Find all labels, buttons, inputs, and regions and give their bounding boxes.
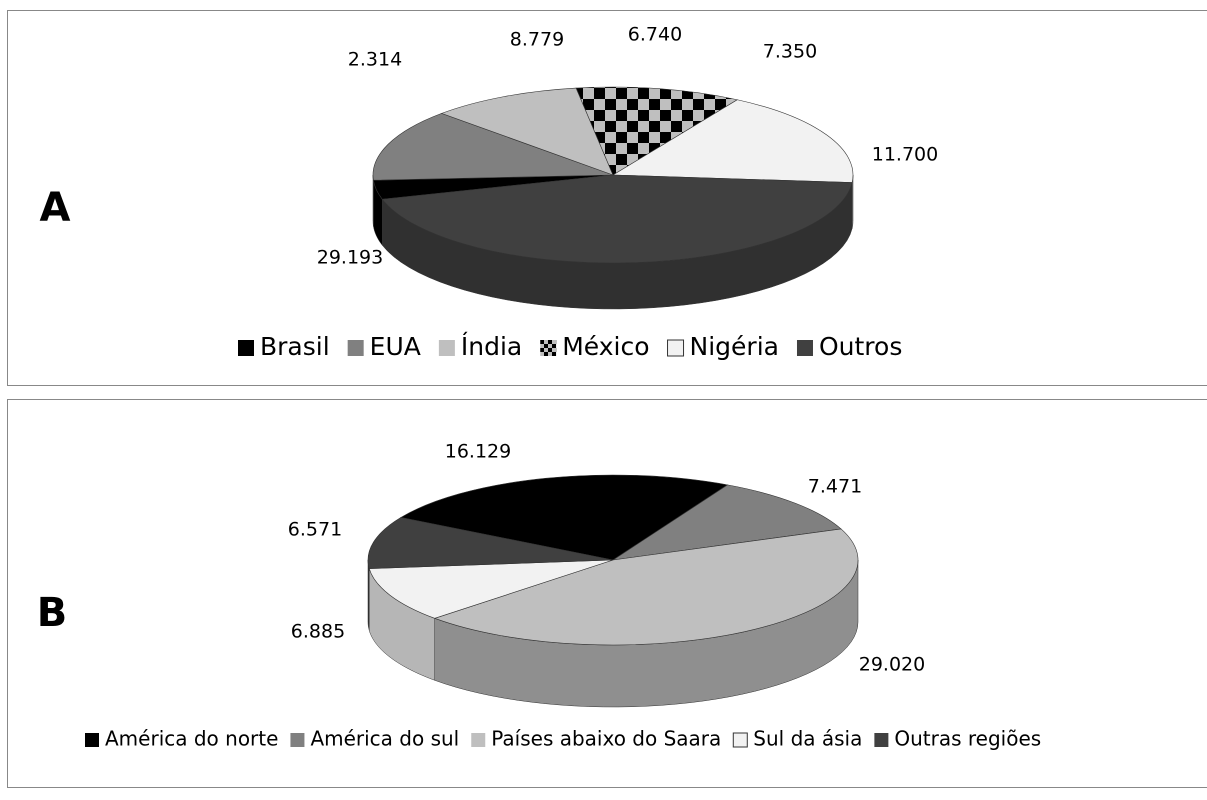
value-label: 16.129 (445, 441, 511, 463)
slice (440, 87, 614, 176)
legend-label: América do sul (310, 727, 459, 751)
legend-label: Outras regiões (894, 727, 1041, 751)
value-label: 8.779 (510, 29, 564, 51)
value-label: 7.471 (808, 476, 862, 498)
legend-label: Brasil (260, 332, 330, 361)
slice (368, 559, 614, 619)
legend-swatch (471, 733, 486, 747)
legend-swatch (796, 340, 813, 356)
value-label: 6.571 (288, 519, 342, 541)
value-label: 2.314 (348, 49, 402, 71)
panel-frame (7, 399, 1207, 788)
legend-label: Países abaixo do Saara (491, 727, 721, 751)
legend-label: Sul da ásia (753, 727, 862, 751)
legend-swatch (290, 733, 305, 747)
legend-label: México (562, 332, 649, 361)
panel-label: B (37, 590, 68, 636)
legend-swatch (238, 340, 254, 356)
legend-label: América do norte (105, 727, 278, 751)
value-label: 7.350 (763, 41, 817, 63)
panel-frame (7, 10, 1207, 386)
legend-swatch (732, 732, 748, 748)
slice (372, 113, 614, 181)
legend-swatch (347, 340, 364, 356)
legend-swatch (438, 340, 455, 356)
slice (612, 484, 842, 561)
legend-label: Nigéria (690, 332, 779, 361)
slice (575, 86, 739, 176)
value-label: 29.020 (859, 654, 925, 676)
panel-label: A (40, 185, 71, 231)
value-label: 11.700 (872, 144, 938, 166)
legend-swatch (874, 733, 889, 747)
value-label: 6.740 (628, 24, 682, 46)
legend-swatch (667, 339, 685, 357)
slice (611, 99, 854, 183)
legend-label: Outros (819, 332, 902, 361)
value-label: 6.885 (291, 621, 345, 643)
slice (400, 474, 729, 561)
slice-side (367, 559, 370, 631)
legend-label: Índia (461, 332, 522, 361)
legend-swatch (540, 340, 557, 356)
slice (367, 517, 614, 569)
value-label: 29.193 (317, 247, 383, 269)
legend-label: EUA (370, 332, 421, 361)
slice (433, 528, 859, 646)
slice (381, 174, 853, 264)
legend-swatch (85, 733, 99, 747)
